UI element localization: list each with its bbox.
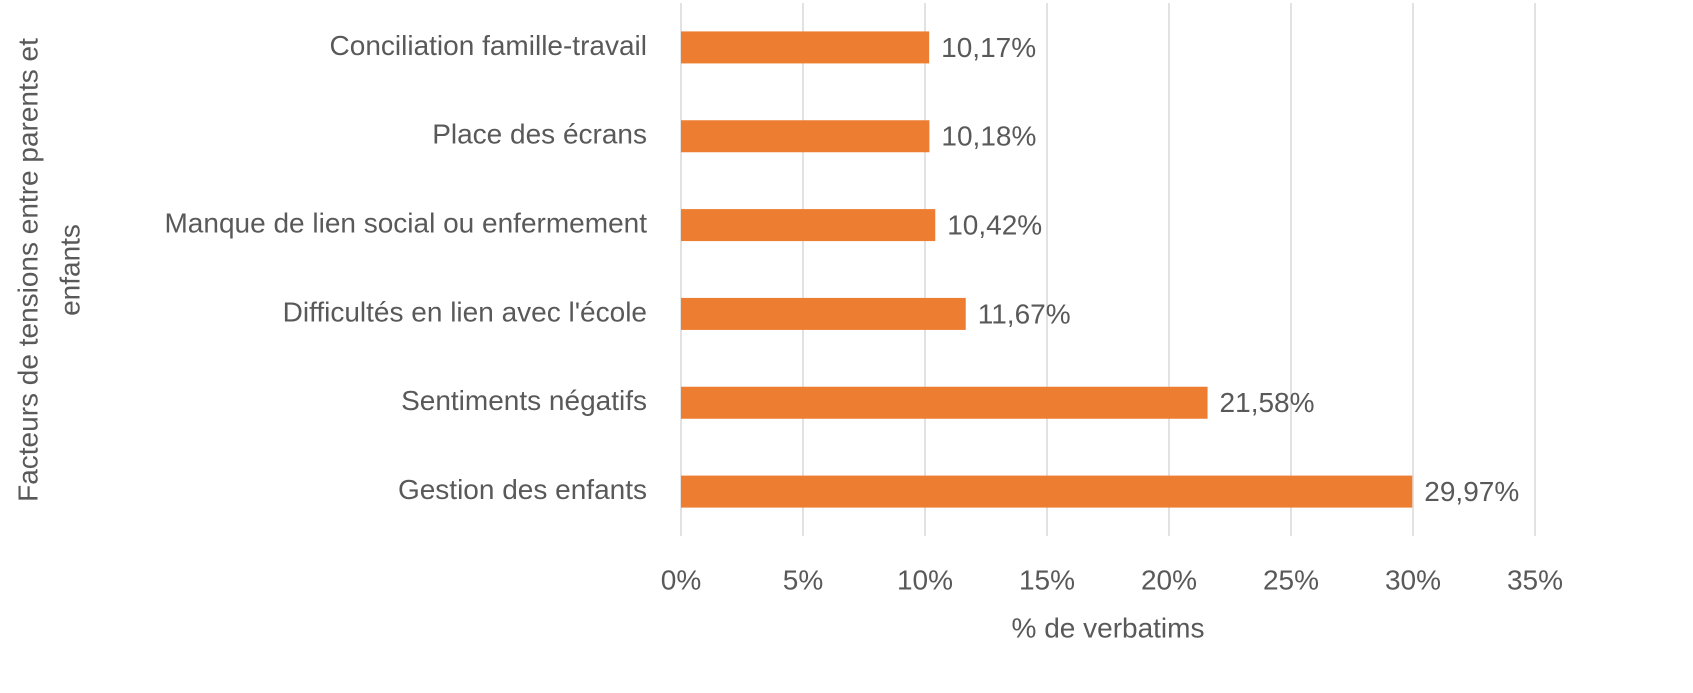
bar xyxy=(681,31,930,64)
x-tick-label: 20% xyxy=(1141,564,1197,595)
data-label: 10,42% xyxy=(947,209,1042,240)
y-tick-label: Place des écrans xyxy=(432,119,647,150)
y-axis-label-line: Facteurs de tensions entre parents et xyxy=(12,38,43,502)
x-tick-label: 25% xyxy=(1263,564,1319,595)
y-axis-label-line: enfants xyxy=(54,224,85,316)
x-tick-label: 15% xyxy=(1019,564,1075,595)
x-tick-label: 30% xyxy=(1385,564,1441,595)
x-tick-label: 0% xyxy=(661,564,701,595)
y-tick-label: Manque de lien social ou enfermement xyxy=(164,207,647,238)
x-tick-label: 35% xyxy=(1507,564,1563,595)
bar xyxy=(681,475,1413,508)
data-label: 10,17% xyxy=(941,32,1036,63)
data-label: 11,67% xyxy=(978,298,1071,329)
bar xyxy=(681,386,1208,419)
x-axis-label: % de verbatims xyxy=(1012,612,1205,643)
y-tick-label: Difficultés en lien avec l'école xyxy=(283,296,647,327)
y-tick-label: Gestion des enfants xyxy=(398,474,647,505)
x-tick-label: 10% xyxy=(897,564,953,595)
data-label: 21,58% xyxy=(1220,387,1315,418)
bar xyxy=(681,120,930,153)
y-tick-label: Conciliation famille-travail xyxy=(330,30,647,61)
y-tick-label: Sentiments négatifs xyxy=(401,385,647,416)
bar xyxy=(681,209,936,242)
data-label: 29,97% xyxy=(1424,476,1519,507)
x-tick-label: 5% xyxy=(783,564,823,595)
data-label: 10,18% xyxy=(941,121,1036,152)
bar xyxy=(681,297,966,330)
y-axis-label: Facteurs de tensions entre parents et en… xyxy=(12,38,85,502)
